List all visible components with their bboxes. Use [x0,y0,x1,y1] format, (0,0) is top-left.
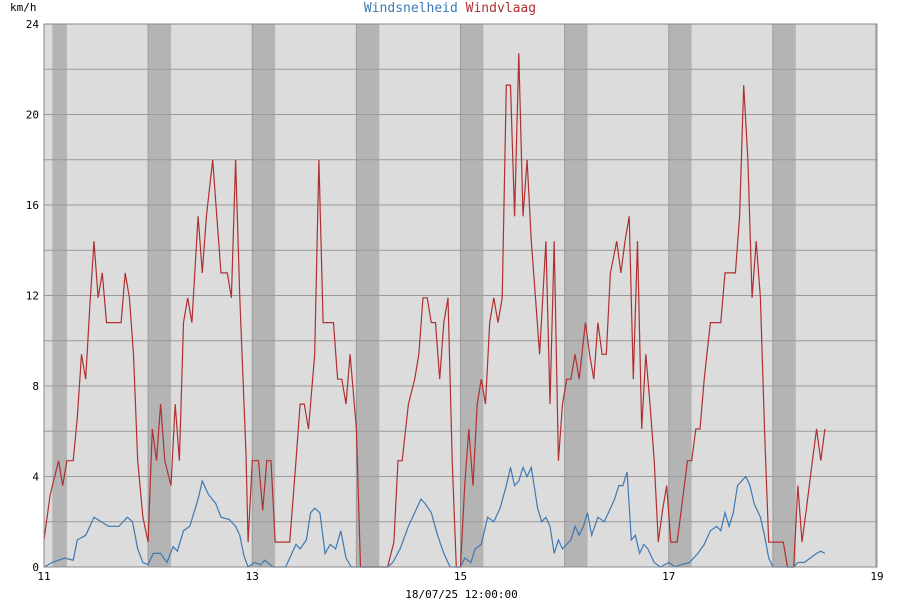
y-tick-label: 12 [26,290,39,303]
chart-title: Windsnelheid Windvlaag [364,1,536,16]
x-tick-label: 17 [662,570,675,583]
legend-windvlaag: Windvlaag [466,1,536,16]
series-line-windsnelheid [43,465,826,568]
y-axis-label: km/h [10,1,37,14]
y-tick-label: 0 [32,561,39,574]
y-tick-label: 4 [32,471,39,484]
y-tick-label: 20 [26,109,39,122]
y-axis-ticks: 0 4 8 12 16 20 24 [26,18,40,574]
y-tick-label: 16 [26,199,39,212]
legend-windsnelheid: Windsnelheid [364,1,458,16]
plot-frame [43,23,878,568]
y-tick-label: 8 [32,380,39,393]
x-tick-label: 15 [454,570,467,583]
x-tick-label: 19 [870,570,883,583]
x-tick-label: 13 [246,570,259,583]
y-tick-label: 24 [26,18,40,31]
x-tick-label: 11 [37,570,50,583]
x-axis-ticks: 11 13 15 17 19 [37,570,883,583]
x-axis-label: 18/07/25 12:00:00 [405,588,518,600]
